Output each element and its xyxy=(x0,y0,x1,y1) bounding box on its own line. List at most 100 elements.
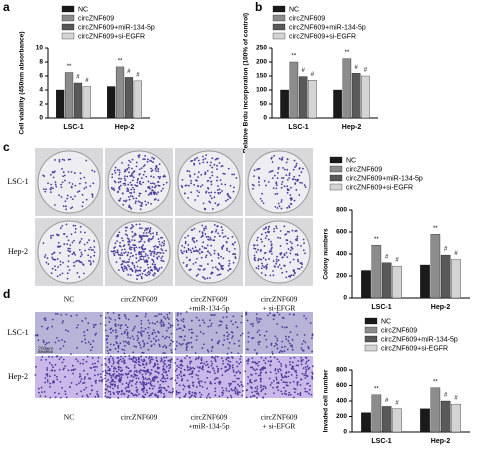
cell-dot xyxy=(256,244,259,246)
cell-dot xyxy=(67,247,70,250)
cell-dot xyxy=(304,390,307,393)
cell-dot xyxy=(150,254,152,256)
cell-dot xyxy=(112,343,115,346)
cell-dot xyxy=(147,270,150,273)
cell-dot xyxy=(112,370,115,373)
cell-dot xyxy=(140,177,143,180)
cell-dot xyxy=(70,315,72,317)
cell-dot xyxy=(51,369,54,372)
cell-dot xyxy=(298,268,301,270)
cell-dot xyxy=(214,355,217,358)
cell-dot xyxy=(300,266,303,268)
cell-dot xyxy=(187,196,190,199)
cell-dot xyxy=(55,185,58,188)
cell-dot xyxy=(265,345,268,348)
cell-dot xyxy=(124,344,126,347)
cell-dot xyxy=(222,360,225,362)
cell-dot xyxy=(80,251,83,254)
cell-dot xyxy=(48,355,50,358)
cell-dot xyxy=(164,175,166,178)
cell-dot xyxy=(74,228,77,230)
cell-dot xyxy=(270,240,272,243)
cell-dot xyxy=(229,197,232,200)
cell-dot xyxy=(162,183,165,186)
cell-dot xyxy=(129,195,132,197)
cell-dot xyxy=(76,360,79,363)
cell-dot xyxy=(104,395,107,397)
cell-dot xyxy=(251,337,253,340)
cell-dot xyxy=(259,369,262,372)
cell-dot xyxy=(210,161,212,164)
cell-dot xyxy=(55,376,58,378)
cell-dot xyxy=(89,393,92,395)
cell-dot xyxy=(120,393,123,396)
cell-dot xyxy=(199,324,201,327)
cell-dot xyxy=(61,158,64,161)
cell-dot xyxy=(134,202,137,205)
cell-dot xyxy=(281,156,284,159)
cell-dot xyxy=(112,312,115,314)
cell-dot xyxy=(302,359,304,361)
cell-dot xyxy=(124,372,127,375)
cell-dot xyxy=(265,338,268,341)
cell-dot xyxy=(301,343,304,345)
cell-dot xyxy=(153,378,156,380)
cell-dot xyxy=(154,322,157,325)
cell-dot xyxy=(210,364,213,367)
cell-dot xyxy=(120,252,123,254)
cell-dot xyxy=(270,243,273,245)
cell-dot xyxy=(142,363,144,366)
cell-dot xyxy=(53,170,56,173)
cell-dot xyxy=(140,167,143,170)
cell-dot xyxy=(83,243,86,246)
cell-dot xyxy=(150,170,153,173)
cell-dot xyxy=(131,380,133,383)
cell-dot xyxy=(214,360,217,363)
cell-dot xyxy=(51,267,54,270)
cell-dot xyxy=(288,174,291,177)
cell-dot xyxy=(146,378,148,381)
column-label: +miR-134-5p xyxy=(189,422,230,431)
cell-dot xyxy=(249,381,252,384)
cell-dot xyxy=(62,205,65,208)
cell-dot xyxy=(178,384,181,387)
cell-dot xyxy=(184,242,187,245)
cell-dot xyxy=(138,361,141,364)
cell-dot xyxy=(46,369,49,371)
cell-dot xyxy=(144,255,147,258)
cell-dot xyxy=(135,359,138,361)
cell-dot xyxy=(194,261,197,264)
cell-dot xyxy=(83,176,86,179)
cell-dot xyxy=(111,176,114,179)
y-tick-label: 0 xyxy=(39,115,43,122)
cell-dot xyxy=(160,257,163,260)
cell-dot xyxy=(117,386,119,389)
cell-dot xyxy=(252,395,254,397)
cell-dot xyxy=(109,355,112,358)
cell-dot xyxy=(124,184,127,186)
cell-dot xyxy=(108,316,111,319)
cell-dot xyxy=(129,337,132,339)
cell-dot xyxy=(46,379,49,381)
cell-dot xyxy=(150,167,152,170)
cell-dot xyxy=(52,176,55,179)
cell-dot xyxy=(291,242,293,245)
cell-dot xyxy=(268,171,271,174)
cell-dot xyxy=(163,395,166,398)
cell-dot xyxy=(86,394,88,397)
cell-dot xyxy=(203,343,205,346)
cell-dot xyxy=(65,223,68,226)
cell-dot xyxy=(258,181,260,183)
cell-dot xyxy=(135,261,138,264)
cell-dot xyxy=(284,335,287,338)
cell-dot xyxy=(81,320,84,322)
cell-dot xyxy=(142,165,145,168)
cell-dot xyxy=(114,329,117,332)
cell-dot xyxy=(183,324,185,327)
cell-dot xyxy=(140,250,143,253)
cell-dot xyxy=(294,183,297,185)
cell-dot xyxy=(257,374,260,377)
cell-dot xyxy=(179,327,182,330)
cell-dot xyxy=(283,386,285,389)
legend-label: NC xyxy=(346,157,356,164)
